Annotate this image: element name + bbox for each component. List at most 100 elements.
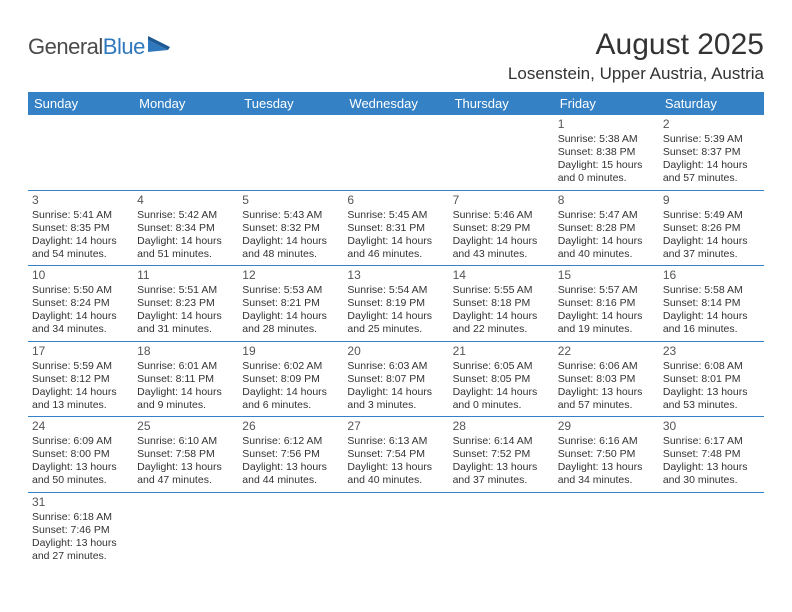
calendar-day: 20Sunrise: 6:03 AMSunset: 8:07 PMDayligh… <box>343 342 448 417</box>
sunrise-text: Sunrise: 5:41 AM <box>32 209 129 222</box>
sunrise-text: Sunrise: 5:53 AM <box>242 284 339 297</box>
sunrise-text: Sunrise: 5:55 AM <box>453 284 550 297</box>
calendar-day: 7Sunrise: 5:46 AMSunset: 8:29 PMDaylight… <box>449 191 554 266</box>
day-number: 17 <box>32 344 129 359</box>
daylight-text: Daylight: 14 hours and 19 minutes. <box>558 310 655 336</box>
sunset-text: Sunset: 8:31 PM <box>347 222 444 235</box>
daylight-text: Daylight: 14 hours and 31 minutes. <box>137 310 234 336</box>
day-number: 4 <box>137 193 234 208</box>
day-number: 14 <box>453 268 550 283</box>
sunset-text: Sunset: 8:11 PM <box>137 373 234 386</box>
day-number: 26 <box>242 419 339 434</box>
calendar-day: 14Sunrise: 5:55 AMSunset: 8:18 PMDayligh… <box>449 266 554 341</box>
weekday-header: Wednesday <box>343 92 448 115</box>
sunset-text: Sunset: 7:46 PM <box>32 524 129 537</box>
calendar-day: 26Sunrise: 6:12 AMSunset: 7:56 PMDayligh… <box>238 417 343 492</box>
day-number: 15 <box>558 268 655 283</box>
sunrise-text: Sunrise: 5:47 AM <box>558 209 655 222</box>
daylight-text: Daylight: 13 hours and 50 minutes. <box>32 461 129 487</box>
day-number: 24 <box>32 419 129 434</box>
sunset-text: Sunset: 8:23 PM <box>137 297 234 310</box>
calendar-day-empty <box>343 493 448 568</box>
daylight-text: Daylight: 14 hours and 25 minutes. <box>347 310 444 336</box>
sunset-text: Sunset: 8:28 PM <box>558 222 655 235</box>
weekday-header: Sunday <box>28 92 133 115</box>
sunset-text: Sunset: 8:16 PM <box>558 297 655 310</box>
page: GeneralBlue August 2025 Losenstein, Uppe… <box>0 0 792 567</box>
daylight-text: Daylight: 14 hours and 22 minutes. <box>453 310 550 336</box>
daylight-text: Daylight: 14 hours and 3 minutes. <box>347 386 444 412</box>
calendar-day: 12Sunrise: 5:53 AMSunset: 8:21 PMDayligh… <box>238 266 343 341</box>
sunset-text: Sunset: 8:00 PM <box>32 448 129 461</box>
sunset-text: Sunset: 8:07 PM <box>347 373 444 386</box>
daylight-text: Daylight: 13 hours and 47 minutes. <box>137 461 234 487</box>
calendar-day: 6Sunrise: 5:45 AMSunset: 8:31 PMDaylight… <box>343 191 448 266</box>
calendar-week: 1Sunrise: 5:38 AMSunset: 8:38 PMDaylight… <box>28 115 764 191</box>
sunrise-text: Sunrise: 6:05 AM <box>453 360 550 373</box>
calendar-week: 17Sunrise: 5:59 AMSunset: 8:12 PMDayligh… <box>28 342 764 418</box>
sunset-text: Sunset: 8:24 PM <box>32 297 129 310</box>
sunset-text: Sunset: 8:05 PM <box>453 373 550 386</box>
calendar-day: 28Sunrise: 6:14 AMSunset: 7:52 PMDayligh… <box>449 417 554 492</box>
day-number: 27 <box>347 419 444 434</box>
sunrise-text: Sunrise: 5:46 AM <box>453 209 550 222</box>
sunset-text: Sunset: 8:26 PM <box>663 222 760 235</box>
calendar-day: 21Sunrise: 6:05 AMSunset: 8:05 PMDayligh… <box>449 342 554 417</box>
weekday-header: Saturday <box>659 92 764 115</box>
sunset-text: Sunset: 8:14 PM <box>663 297 760 310</box>
calendar-day-empty <box>133 115 238 190</box>
sunrise-text: Sunrise: 6:03 AM <box>347 360 444 373</box>
weekday-header: Tuesday <box>238 92 343 115</box>
daylight-text: Daylight: 14 hours and 43 minutes. <box>453 235 550 261</box>
sunrise-text: Sunrise: 6:08 AM <box>663 360 760 373</box>
calendar-day: 29Sunrise: 6:16 AMSunset: 7:50 PMDayligh… <box>554 417 659 492</box>
daylight-text: Daylight: 13 hours and 53 minutes. <box>663 386 760 412</box>
sunset-text: Sunset: 8:03 PM <box>558 373 655 386</box>
calendar-day: 30Sunrise: 6:17 AMSunset: 7:48 PMDayligh… <box>659 417 764 492</box>
logo-text-general: General <box>28 34 103 60</box>
sunset-text: Sunset: 8:37 PM <box>663 146 760 159</box>
day-number: 22 <box>558 344 655 359</box>
sunrise-text: Sunrise: 5:42 AM <box>137 209 234 222</box>
calendar-day: 19Sunrise: 6:02 AMSunset: 8:09 PMDayligh… <box>238 342 343 417</box>
title-block: August 2025 Losenstein, Upper Austria, A… <box>508 28 764 84</box>
day-number: 19 <box>242 344 339 359</box>
sunset-text: Sunset: 7:58 PM <box>137 448 234 461</box>
logo: GeneralBlue <box>28 34 174 60</box>
daylight-text: Daylight: 13 hours and 44 minutes. <box>242 461 339 487</box>
daylight-text: Daylight: 14 hours and 37 minutes. <box>663 235 760 261</box>
sunset-text: Sunset: 8:38 PM <box>558 146 655 159</box>
calendar-day: 11Sunrise: 5:51 AMSunset: 8:23 PMDayligh… <box>133 266 238 341</box>
sunrise-text: Sunrise: 6:09 AM <box>32 435 129 448</box>
day-number: 2 <box>663 117 760 132</box>
month-title: August 2025 <box>508 28 764 62</box>
daylight-text: Daylight: 13 hours and 30 minutes. <box>663 461 760 487</box>
calendar-day: 3Sunrise: 5:41 AMSunset: 8:35 PMDaylight… <box>28 191 133 266</box>
flag-icon <box>148 36 174 59</box>
sunrise-text: Sunrise: 5:49 AM <box>663 209 760 222</box>
sunset-text: Sunset: 8:01 PM <box>663 373 760 386</box>
sunrise-text: Sunrise: 6:18 AM <box>32 511 129 524</box>
weekday-header: Friday <box>554 92 659 115</box>
sunrise-text: Sunrise: 6:06 AM <box>558 360 655 373</box>
sunrise-text: Sunrise: 6:02 AM <box>242 360 339 373</box>
sunset-text: Sunset: 8:18 PM <box>453 297 550 310</box>
calendar-day-empty <box>28 115 133 190</box>
day-number: 7 <box>453 193 550 208</box>
day-number: 1 <box>558 117 655 132</box>
calendar-day: 4Sunrise: 5:42 AMSunset: 8:34 PMDaylight… <box>133 191 238 266</box>
sunrise-text: Sunrise: 5:54 AM <box>347 284 444 297</box>
calendar-day: 22Sunrise: 6:06 AMSunset: 8:03 PMDayligh… <box>554 342 659 417</box>
sunset-text: Sunset: 8:32 PM <box>242 222 339 235</box>
calendar-day-empty <box>554 493 659 568</box>
location-subtitle: Losenstein, Upper Austria, Austria <box>508 64 764 84</box>
calendar-day: 17Sunrise: 5:59 AMSunset: 8:12 PMDayligh… <box>28 342 133 417</box>
sunrise-text: Sunrise: 5:58 AM <box>663 284 760 297</box>
daylight-text: Daylight: 14 hours and 46 minutes. <box>347 235 444 261</box>
day-number: 16 <box>663 268 760 283</box>
day-number: 31 <box>32 495 129 510</box>
daylight-text: Daylight: 14 hours and 34 minutes. <box>32 310 129 336</box>
sunset-text: Sunset: 7:50 PM <box>558 448 655 461</box>
calendar-day: 31Sunrise: 6:18 AMSunset: 7:46 PMDayligh… <box>28 493 133 568</box>
sunrise-text: Sunrise: 6:13 AM <box>347 435 444 448</box>
